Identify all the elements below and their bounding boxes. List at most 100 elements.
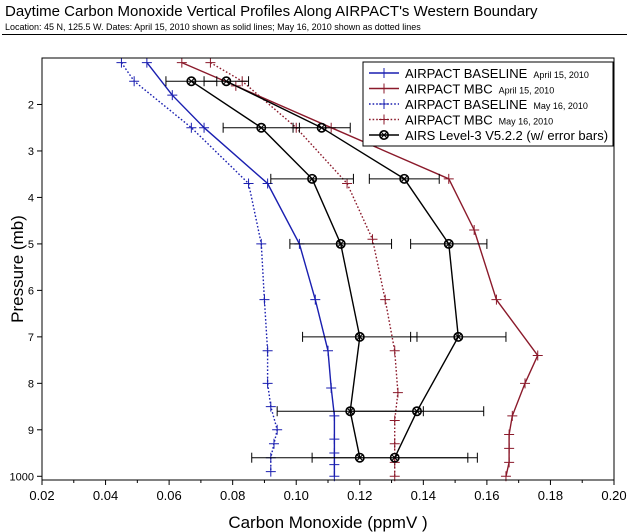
data-point <box>129 76 140 87</box>
x-tick-label: 0.18 <box>538 488 563 503</box>
data-point <box>507 410 518 421</box>
data-point <box>256 122 267 133</box>
data-point <box>443 238 454 249</box>
series-5 <box>165 76 469 463</box>
data-point <box>335 238 346 249</box>
data-point <box>262 345 273 356</box>
data-point <box>259 294 270 305</box>
series-2 <box>116 57 283 477</box>
data-point <box>199 122 210 133</box>
data-point-cross <box>356 333 363 340</box>
x-axis-title: Carbon Monoxide (ppmV ) <box>228 513 427 532</box>
data-point <box>265 401 276 412</box>
chart-title: Daytime Carbon Monoxide Vertical Profile… <box>5 3 538 20</box>
legend-label: AIRPACT MBC May 16, 2010 <box>405 113 553 128</box>
data-point <box>379 68 389 78</box>
legend-label: AIRPACT BASELINE April 15, 2010 <box>405 66 589 81</box>
data-point <box>379 83 389 94</box>
data-point <box>272 424 283 435</box>
legend-box <box>362 61 614 147</box>
title-divider <box>2 34 627 35</box>
data-point <box>316 122 327 133</box>
data-point <box>342 178 353 189</box>
data-point <box>167 90 178 101</box>
x-tick-label: 0.08 <box>220 488 245 503</box>
y-tick-label: 5 <box>28 239 34 251</box>
y-tick-label: 3 <box>28 146 34 158</box>
data-point-cross <box>337 240 344 247</box>
x-tick-label: 0.06 <box>156 488 181 503</box>
data-point <box>354 452 365 463</box>
legend: AIRPACT BASELINE April 15, 2010 AIRPACT MB… <box>362 61 614 147</box>
data-point-cross <box>223 78 230 85</box>
data-point-cross <box>188 78 195 85</box>
data-point-cross <box>356 454 363 461</box>
data-point-cross <box>258 124 265 131</box>
data-point <box>399 173 410 184</box>
x-tick-label: 0.20 <box>601 488 626 503</box>
series-line <box>191 80 361 458</box>
y-tick-label: 1000 <box>10 471 34 483</box>
data-point <box>453 331 464 342</box>
data-point <box>307 173 318 184</box>
data-point <box>380 294 391 305</box>
data-point <box>389 345 400 356</box>
y-tick-label: 4 <box>28 192 34 204</box>
data-point <box>323 345 333 356</box>
data-point <box>389 438 400 449</box>
series-layer <box>116 57 543 482</box>
data-point <box>329 410 340 421</box>
y-axis-title: Pressure (mb) <box>8 215 27 323</box>
data-point-cross <box>318 124 325 131</box>
legend-label: AIRPACT BASELINE May 16, 2010 <box>405 97 588 112</box>
data-point <box>329 459 340 470</box>
data-point <box>443 173 454 184</box>
y-tick-label: 2 <box>28 99 34 111</box>
data-point <box>378 130 389 141</box>
data-point <box>186 122 197 133</box>
data-point <box>520 378 531 389</box>
data-point <box>504 457 515 468</box>
series-line <box>120 62 278 472</box>
data-point <box>326 382 337 393</box>
data-point <box>268 438 279 449</box>
data-point <box>491 294 502 305</box>
data-point <box>256 238 267 249</box>
data-point <box>310 294 321 305</box>
data-point <box>329 448 340 459</box>
data-point <box>392 387 403 398</box>
data-point-cross <box>381 132 387 138</box>
data-point <box>243 178 254 189</box>
data-point-cross <box>401 175 408 182</box>
data-point <box>265 466 276 477</box>
data-point-cross <box>347 408 354 415</box>
y-tick-label: 9 <box>28 425 34 437</box>
data-point-cross <box>309 175 316 182</box>
data-point <box>221 76 232 87</box>
legend-label: AIRS Level-3 V5.2.2 (w/ error bars) <box>405 128 608 143</box>
x-tick-label: 0.04 <box>93 488 118 503</box>
data-point <box>176 57 187 68</box>
data-point <box>389 415 400 426</box>
data-point <box>379 99 389 109</box>
y-tick-label: 6 <box>28 285 34 297</box>
series-0 <box>141 57 340 482</box>
axes-layer: 0.02 0.04 0.06 0.08 0.10 0.12 0.14 0.16 0.18 0.20… <box>8 57 627 532</box>
data-point <box>141 57 152 68</box>
y-tick-label: 7 <box>28 332 34 344</box>
x-tick-label: 0.14 <box>411 488 436 503</box>
data-point <box>345 406 356 417</box>
data-point-cross <box>455 333 462 340</box>
data-point <box>205 57 216 68</box>
x-tick-label: 0.02 <box>29 488 54 503</box>
x-tick-label: 0.16 <box>474 488 499 503</box>
data-point <box>186 76 197 87</box>
data-point <box>504 429 515 440</box>
data-point <box>532 350 543 361</box>
data-point <box>504 443 515 454</box>
chart-subtitle: Location: 45 N, 125.5 W. Dates: April 15… <box>5 22 421 32</box>
y-tick-label: 8 <box>28 378 34 390</box>
x-tick-label: 0.12 <box>347 488 372 503</box>
data-point <box>379 114 389 125</box>
